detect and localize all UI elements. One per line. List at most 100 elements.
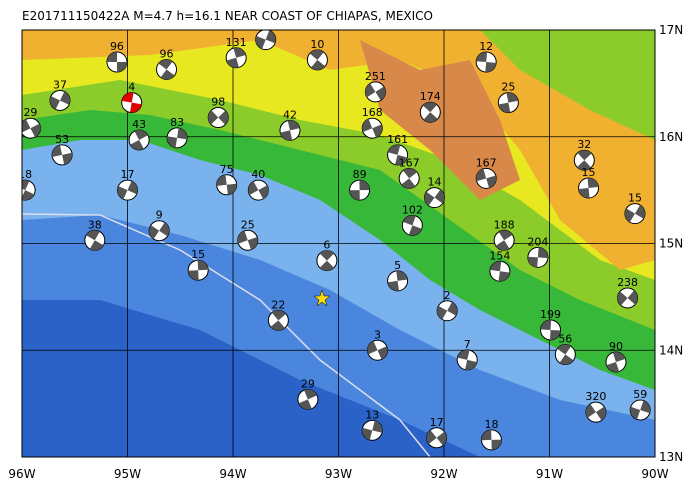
ball-quadrant — [585, 403, 606, 421]
depth-label: 89 — [353, 168, 367, 181]
ball-quadrant — [495, 230, 513, 251]
depth-label: 238 — [617, 276, 638, 289]
depth-label: 22 — [271, 298, 285, 311]
focal-mechanism: 15 — [187, 248, 209, 281]
ball-quadrant — [578, 177, 599, 198]
focal-mechanism: 37 — [49, 78, 71, 111]
ball-quadrant — [577, 150, 592, 171]
depth-label: 3 — [374, 328, 381, 341]
ball-quadrant — [158, 59, 175, 80]
depth-label: 15 — [582, 166, 596, 179]
lon-label: 95W — [114, 467, 141, 481]
focal-mechanism: 59 — [629, 388, 651, 421]
focal-mechanism: 102 — [401, 203, 423, 236]
depth-label: 17 — [121, 168, 135, 181]
ball-quadrant — [606, 352, 626, 372]
depth-label: 102 — [402, 203, 423, 216]
ball-quadrant — [22, 180, 35, 201]
ball-quadrant — [557, 344, 574, 365]
focal-mechanism: 167 — [475, 156, 497, 189]
lat-label: 13N — [659, 450, 683, 464]
ball-quadrant — [188, 260, 209, 281]
focal-mechanism: 5 — [387, 259, 409, 292]
ball-quadrant — [117, 181, 138, 200]
depth-label: 131 — [226, 36, 247, 49]
focal-mechanism: 161 — [387, 133, 409, 166]
depth-label: 56 — [558, 333, 572, 346]
depth-label: 18 — [484, 418, 498, 431]
ball-quadrant — [437, 302, 458, 320]
focal-mechanism: 13 — [361, 408, 383, 441]
ball-quadrant — [216, 174, 237, 195]
depth-label: 10 — [310, 38, 324, 51]
ball-quadrant — [349, 180, 370, 201]
ball-quadrant — [617, 290, 638, 306]
ball-quadrant — [107, 52, 127, 72]
depth-label: 38 — [88, 218, 102, 231]
focal-mechanism: 188 — [493, 218, 515, 251]
lon-label: 96W — [8, 467, 35, 481]
focal-mechanism: 40 — [247, 168, 269, 201]
focal-mechanism: 29 — [297, 377, 319, 410]
ball-quadrant — [387, 270, 408, 291]
lon-label: 93W — [325, 467, 352, 481]
focal-mechanism: 25 — [497, 81, 519, 114]
focal-mechanism: 96 — [156, 47, 178, 80]
depth-label: 188 — [494, 218, 515, 231]
depth-label: 43 — [132, 118, 146, 131]
depth-label: 5 — [394, 259, 401, 272]
focal-mechanism: 199 — [540, 308, 562, 341]
depth-label: 29 — [23, 106, 37, 119]
ball-quadrant — [367, 341, 388, 360]
focal-mechanism: 3 — [367, 328, 389, 361]
depth-label: 161 — [387, 133, 408, 146]
ball-quadrant — [22, 119, 41, 138]
ball-quadrant — [630, 400, 651, 420]
depth-label: 12 — [479, 40, 493, 53]
ball-quadrant — [319, 250, 334, 271]
depth-label: 204 — [527, 235, 548, 248]
focal-mechanism: 6 — [316, 239, 338, 272]
depth-label: 320 — [585, 390, 606, 403]
depth-label: 167 — [476, 156, 497, 169]
depth-label: 6 — [323, 239, 330, 252]
ball-quadrant — [255, 30, 276, 49]
depth-label: 14 — [428, 176, 442, 189]
ball-quadrant — [298, 389, 318, 410]
ball-quadrant — [498, 92, 519, 113]
ball-quadrant — [226, 47, 246, 68]
ball-quadrant — [270, 310, 286, 331]
ball-quadrant — [476, 168, 497, 188]
focal-mechanism: 2 — [436, 289, 458, 322]
ball-quadrant — [52, 145, 73, 165]
focal-mechanism: 204 — [527, 235, 549, 268]
lon-label: 92W — [430, 467, 457, 481]
lon-label: 91W — [536, 467, 563, 481]
focal-mechanism: 25 — [237, 218, 259, 251]
depth-label: 29 — [301, 377, 315, 390]
depth-label: 4 — [128, 81, 135, 94]
focal-mechanism: 83 — [166, 116, 188, 149]
ball-quadrant — [490, 261, 510, 282]
ball-quadrant — [426, 430, 447, 446]
focal-mechanism: 7 — [456, 338, 478, 371]
depth-label: 154 — [489, 249, 510, 262]
focal-mechanism: 22 — [267, 298, 289, 331]
ball-quadrant — [403, 215, 422, 236]
depth-label: 174 — [420, 90, 441, 103]
lat-label: 17N — [659, 23, 683, 37]
focal-mechanism: 251 — [364, 70, 386, 103]
focal-mechanism: 15 — [624, 192, 646, 225]
depth-label: 42 — [283, 108, 297, 121]
ball-quadrant — [167, 127, 188, 148]
depth-label: 199 — [540, 308, 561, 321]
focal-mechanism: 18 — [480, 418, 502, 451]
depth-label: 15 — [628, 192, 642, 205]
ball-quadrant — [365, 83, 386, 101]
focal-mechanism: 56 — [554, 333, 576, 366]
depth-label: 25 — [501, 81, 515, 94]
depth-label: 25 — [241, 218, 255, 231]
ball-quadrant — [422, 102, 438, 123]
lon-label: 90W — [641, 467, 668, 481]
